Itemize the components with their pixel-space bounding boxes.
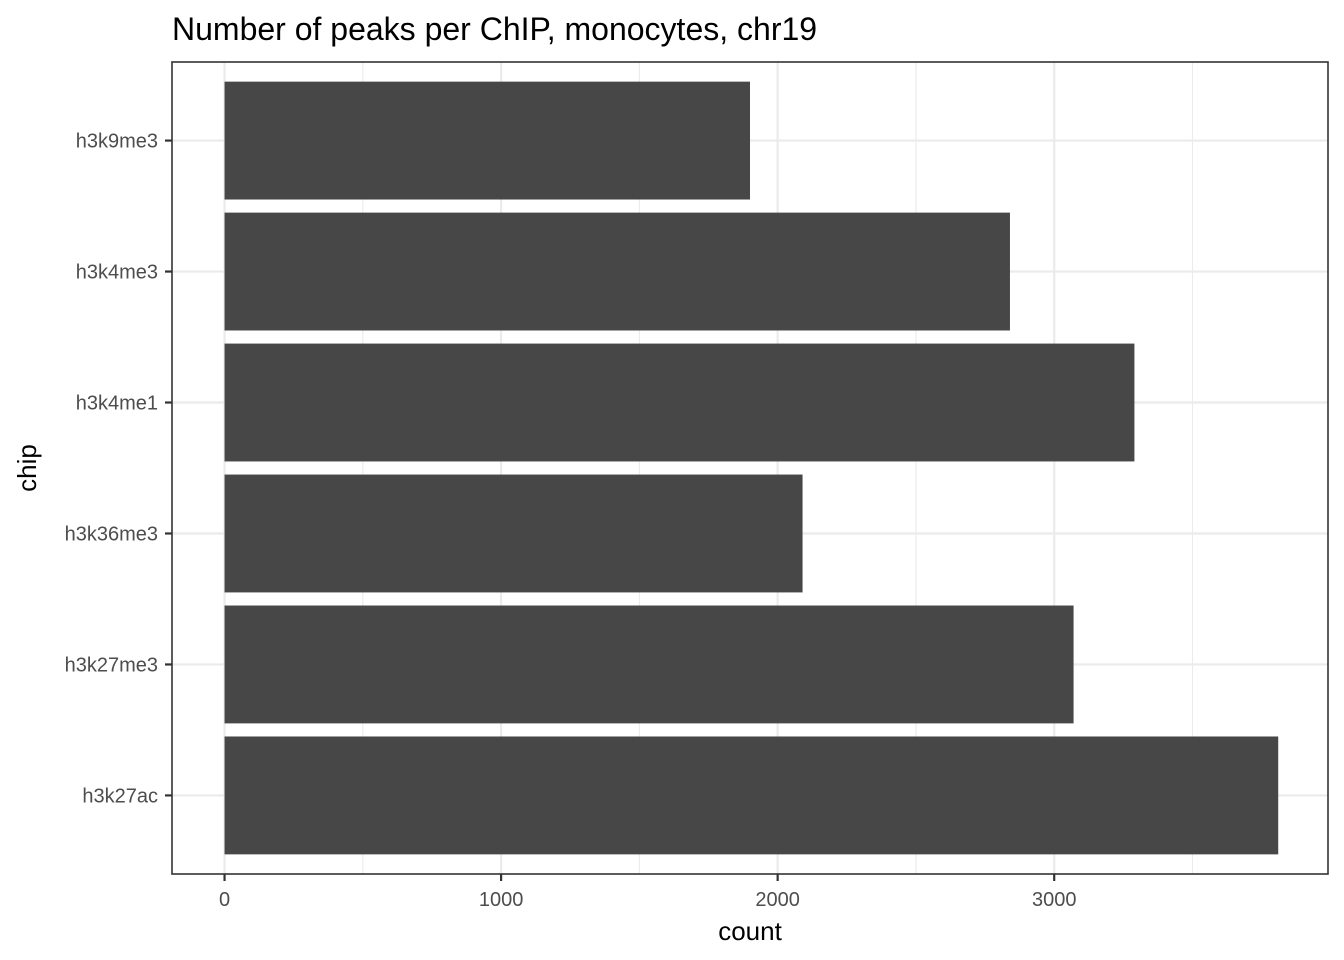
y-axis: h3k27ac h3k27me3 h3k36me3 h3k4me1 h3k4me3 h3k… xyxy=(65,131,172,807)
y-axis-title: chip xyxy=(12,444,42,492)
x-axis: 0 1000 2000 3000 xyxy=(219,874,1076,911)
bars xyxy=(224,81,1279,855)
bar-h3k9me3 xyxy=(224,81,750,200)
bar-h3k4me1 xyxy=(224,343,1135,462)
x-tick-label: 1000 xyxy=(479,889,524,911)
bar-h3k27ac xyxy=(224,736,1279,855)
y-tick-label: h3k27ac xyxy=(82,785,158,807)
bar-h3k4me3 xyxy=(224,212,1010,331)
y-tick-label: h3k4me1 xyxy=(76,393,158,415)
y-tick-label: h3k4me3 xyxy=(76,262,158,284)
y-tick-label: h3k36me3 xyxy=(65,523,158,545)
bar-h3k27me3 xyxy=(224,605,1074,724)
x-axis-title: count xyxy=(718,916,782,946)
y-tick-label: h3k9me3 xyxy=(76,131,158,153)
x-tick-label: 0 xyxy=(219,889,230,911)
x-tick-label: 2000 xyxy=(755,889,800,911)
bar-h3k36me3 xyxy=(224,474,803,593)
x-tick-label: 3000 xyxy=(1032,889,1077,911)
y-tick-label: h3k27me3 xyxy=(65,654,158,676)
panel-border xyxy=(171,61,1329,875)
chart-title: Number of peaks per ChIP, monocytes, chr… xyxy=(172,11,817,47)
